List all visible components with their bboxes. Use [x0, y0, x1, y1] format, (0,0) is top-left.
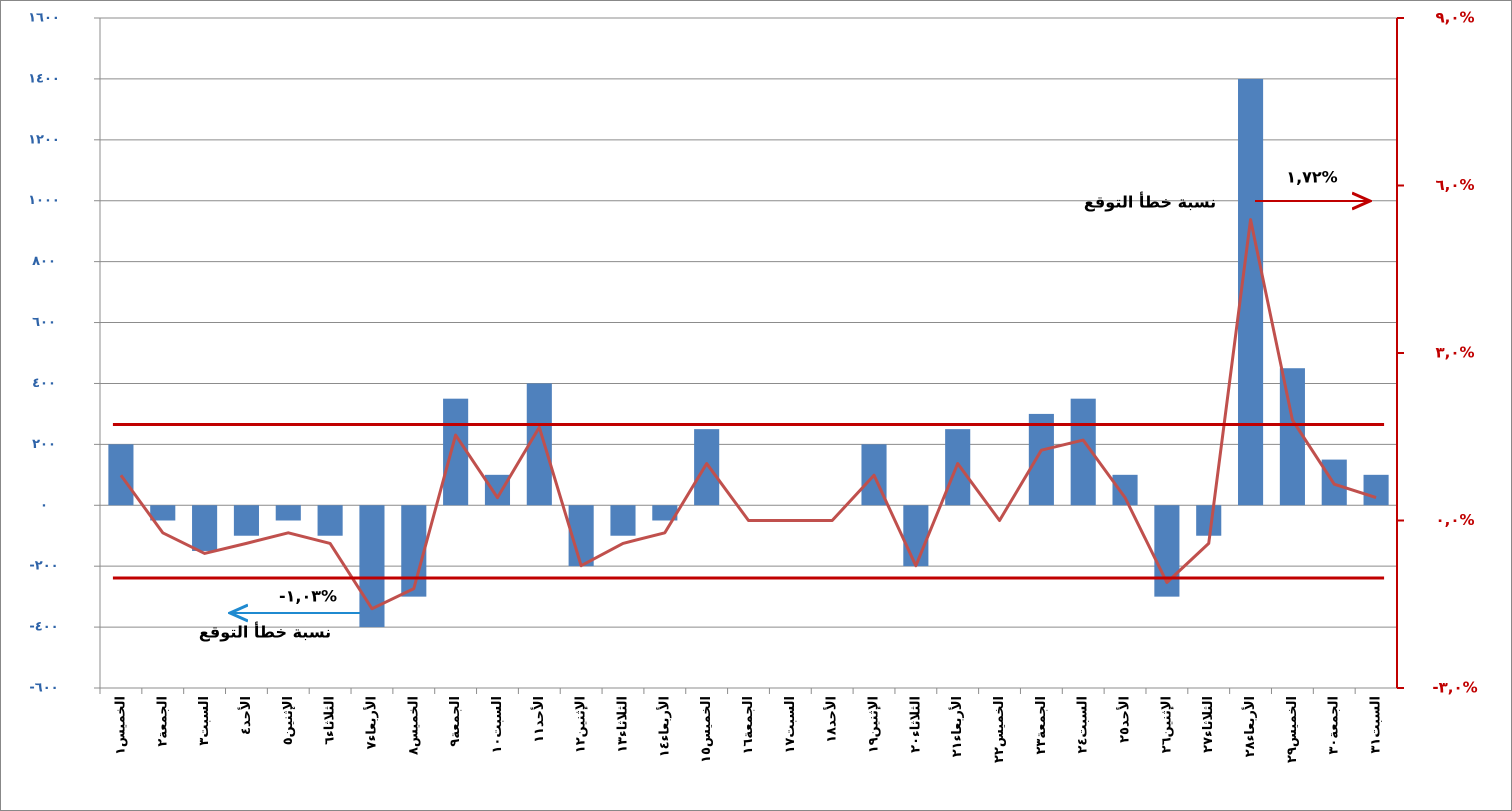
x-tick-label: الثلاثاء٦ — [323, 696, 338, 745]
y-tick-label: -٦٠٠ — [29, 681, 58, 696]
bar — [652, 505, 678, 521]
bar — [610, 505, 636, 536]
y2-tick-label: -٣,٠% — [1432, 679, 1477, 697]
annotation: نسبة خطأ التوقع — [1084, 192, 1216, 212]
x-tick-label: الجمعة١٦ — [741, 696, 756, 755]
bar — [1363, 474, 1389, 506]
line — [119, 218, 1377, 611]
bar — [150, 505, 176, 521]
y-tick-label: ١٢٠٠ — [28, 132, 60, 147]
x-tick-label: الأربعاء١٤ — [655, 696, 672, 757]
bar — [526, 383, 552, 506]
x-tick-label: الأحد١٨ — [823, 696, 840, 743]
bar — [317, 505, 343, 536]
x-tick-label: الثلاثاء٢٧ — [1201, 696, 1216, 753]
bar — [192, 505, 218, 551]
x-tick-label: الثلاثاء٢٠ — [908, 696, 923, 753]
y-tick-label: ٤٠٠ — [32, 376, 56, 391]
bar — [1196, 505, 1222, 536]
annotation: ١,٧٢% — [1286, 168, 1337, 187]
annotation: نسبة خطأ التوقع — [199, 622, 331, 642]
x-tick-label: الجمعة٢ — [155, 696, 170, 747]
x-tick-label: الخميس٨ — [406, 696, 421, 755]
bar — [903, 505, 929, 567]
bar — [108, 444, 134, 506]
y-tick-label: -٢٠٠ — [29, 559, 58, 574]
bar — [233, 505, 259, 536]
y-tick-label: -٤٠٠ — [29, 620, 58, 635]
x-tick-label: الإثنين٥ — [281, 696, 296, 745]
x-tick-label: الإثنين١٢ — [574, 696, 589, 753]
x-tick-label: الجمعة٢٣ — [1034, 696, 1049, 755]
x-tick-label: السبت٣١ — [1369, 696, 1384, 754]
y-tick-label: ١٦٠٠ — [28, 11, 60, 26]
x-tick-label: السبت٢٤ — [1076, 696, 1091, 754]
x-tick-label: الثلاثاء١٣ — [615, 696, 630, 753]
bar — [1028, 413, 1054, 506]
x-tick-label: الإثنين٢٦ — [1159, 696, 1174, 753]
bar — [484, 474, 511, 506]
bar — [401, 505, 427, 597]
y-tick-label: ٢٠٠ — [32, 437, 56, 452]
bar — [1279, 368, 1305, 506]
y2-tick-label: ٦,٠% — [1435, 176, 1474, 194]
x-tick-label: الأربعاء٢٨ — [1241, 696, 1258, 757]
x-tick-label: الأحد٢٥ — [1116, 696, 1133, 743]
annotation: -١,٠٣% — [279, 587, 337, 606]
x-tick-label: السبت١٠ — [490, 696, 505, 754]
x-tick-label: السبت١٧ — [783, 696, 798, 754]
y-tick-label: ١٤٠٠ — [28, 71, 60, 86]
x-tick-label: الأربعاء٢١ — [948, 696, 965, 757]
x-tick-label: الجمعة٩ — [448, 696, 463, 747]
x-tick-label: الأربعاء٧ — [362, 696, 379, 749]
y2-tick-label: ٠,٠% — [1435, 511, 1474, 529]
x-tick-label: الخميس٢٩ — [1285, 696, 1300, 763]
x-tick-label: الإثنين١٩ — [867, 696, 882, 753]
bar — [694, 429, 720, 506]
bar — [443, 398, 469, 506]
y-tick-label: ٠ — [40, 498, 48, 513]
y2-tick-label: ٩,٠% — [1435, 9, 1474, 27]
x-tick-label: السبت٣ — [197, 696, 212, 746]
x-tick-label: الخميس١ — [113, 696, 128, 755]
x-tick-label: الأحد١١ — [530, 696, 547, 743]
y-tick-label: ١٠٠٠ — [28, 193, 60, 208]
x-tick-label: الخميس١٥ — [699, 696, 714, 763]
x-tick-label: الخميس٢٢ — [992, 696, 1007, 763]
y-tick-label: ٨٠٠ — [32, 254, 56, 269]
y2-tick-label: ٣,٠% — [1435, 344, 1474, 362]
bar — [275, 505, 301, 521]
x-tick-label: الجمعة٣٠ — [1327, 696, 1342, 755]
x-tick-label: الأحد٤ — [237, 696, 254, 735]
y-tick-label: ٦٠٠ — [32, 315, 56, 330]
